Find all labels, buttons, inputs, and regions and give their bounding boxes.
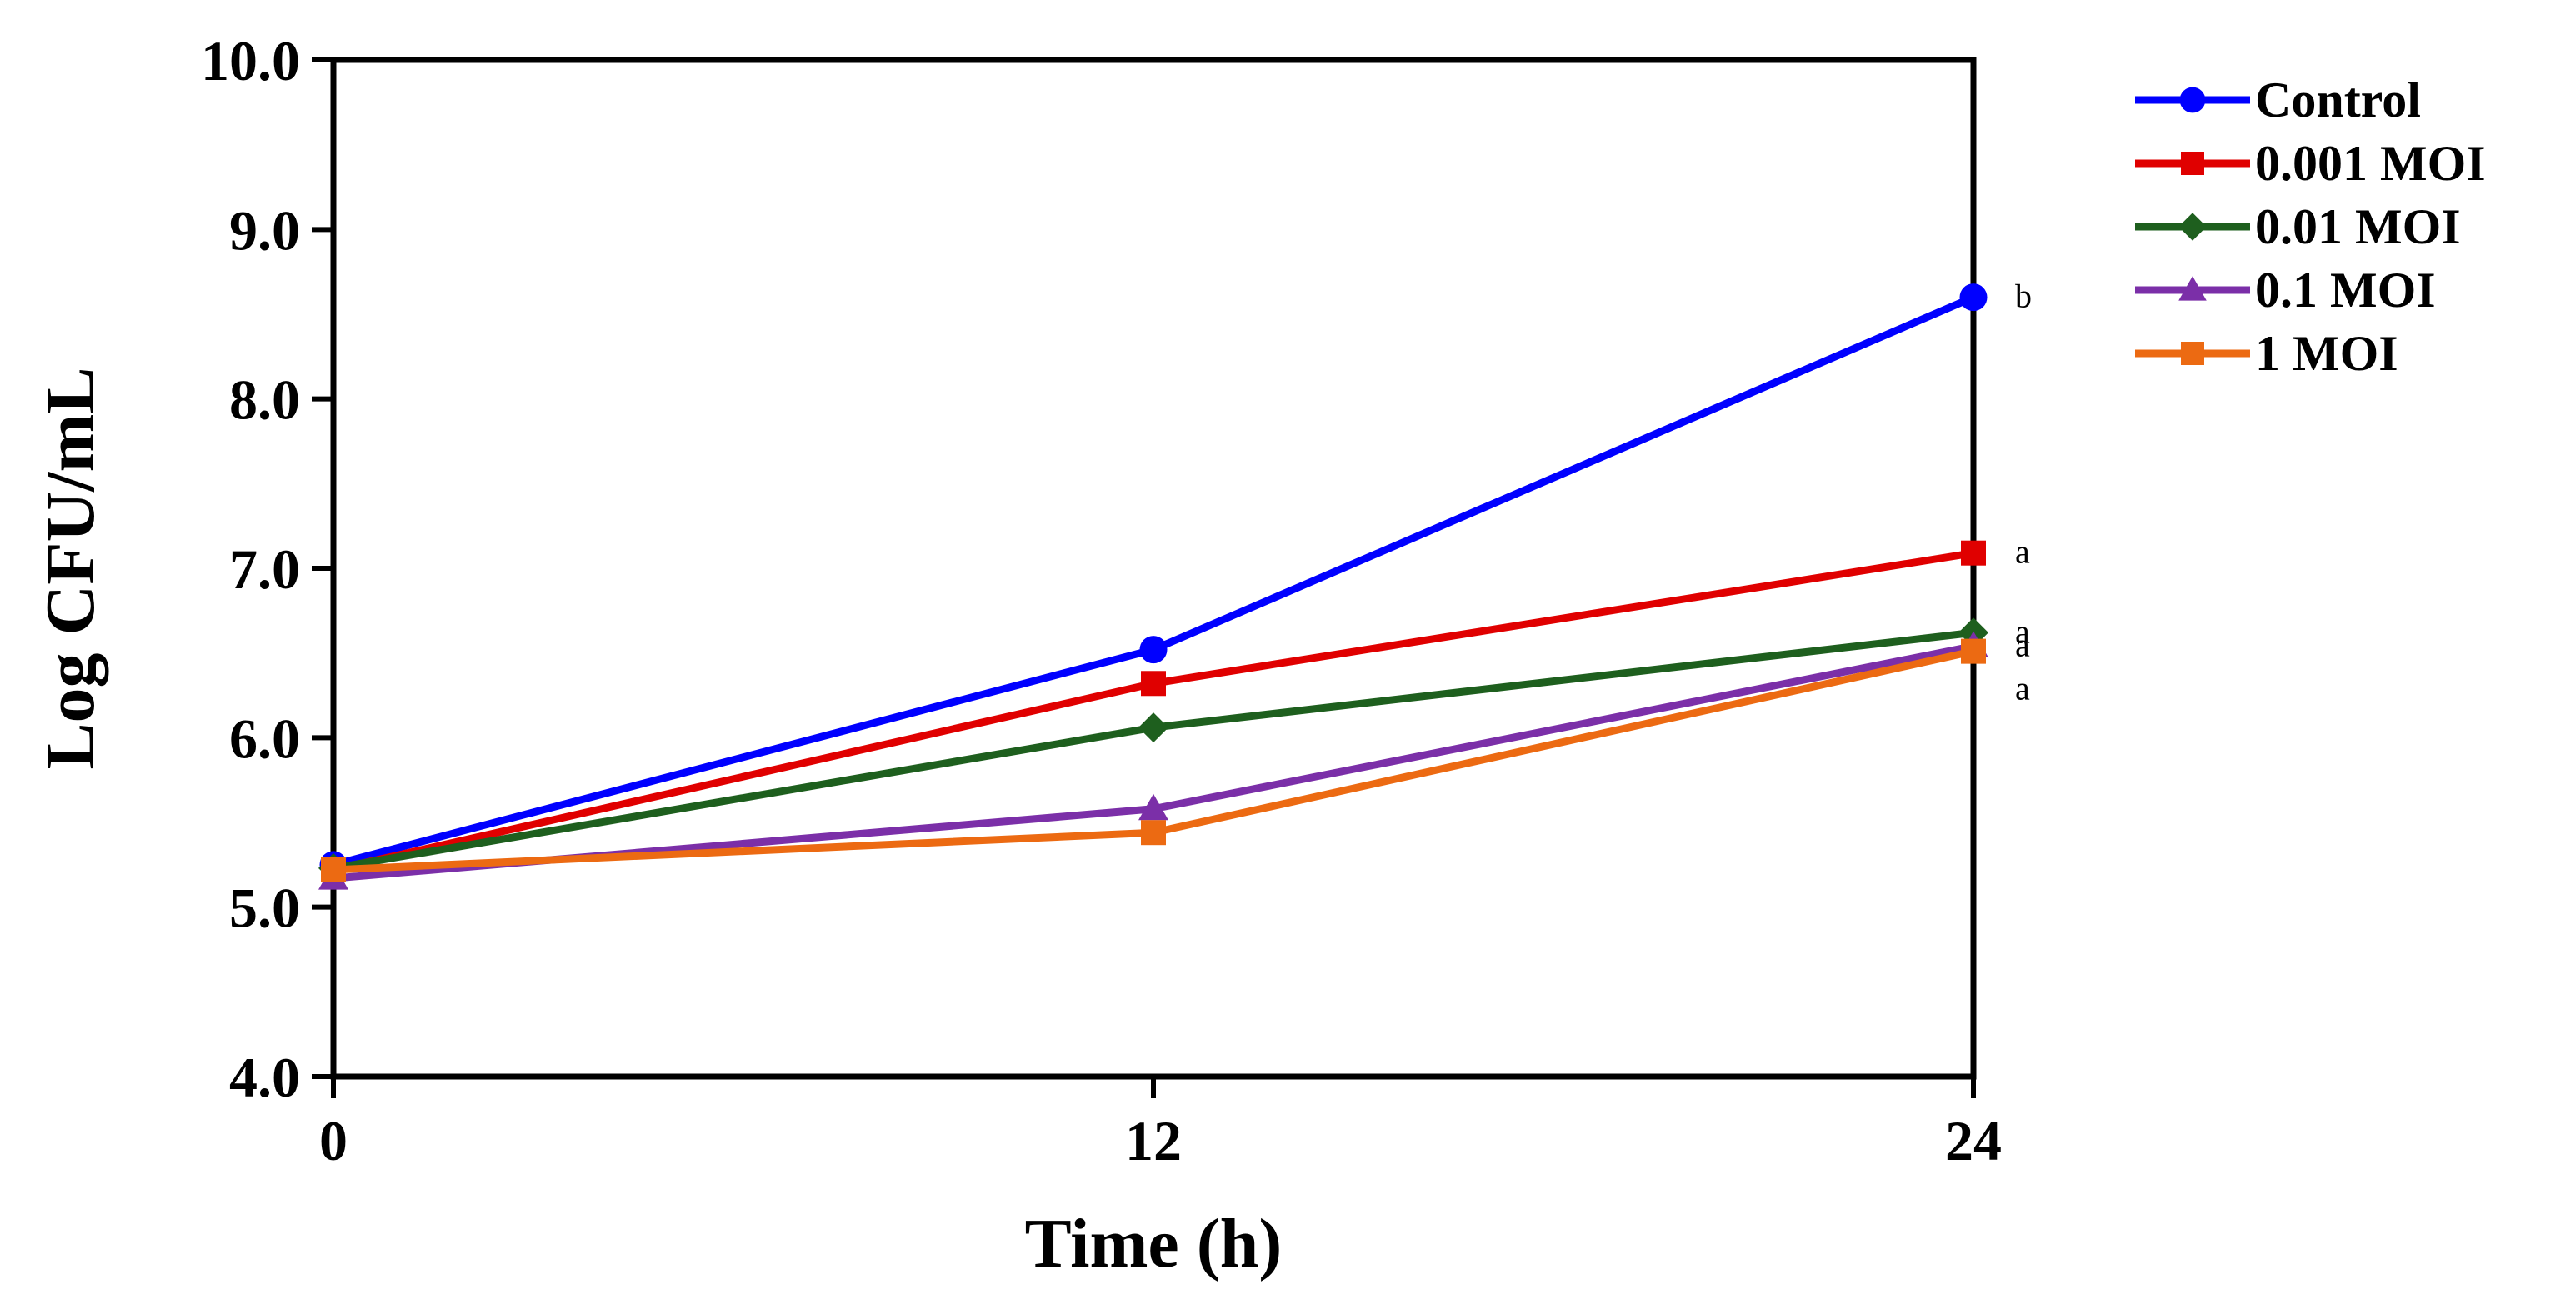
x-axis-title: Time (h) [1025, 1205, 1283, 1282]
significance-annotation: a [2015, 612, 2030, 650]
legend-marker [2178, 212, 2207, 241]
legend: Control 0.001 MOI 0.01 MOI 0.1 MOI 1 MOI [2135, 72, 2486, 381]
y-tick-label: 7.0 [229, 538, 300, 601]
plot-area: 4.0 5.0 6.0 7.0 8.0 9.0 10.0 0 12 24 Time (h) Log C… [32, 29, 2032, 1282]
y-tick-label: 5.0 [229, 877, 300, 940]
legend-label: 0.1 MOI [2255, 262, 2436, 318]
legend-marker [2181, 152, 2204, 175]
data-point [1138, 793, 1168, 821]
legend-marker [2178, 276, 2207, 301]
significance-annotation: b [2015, 278, 2032, 315]
legend-marker [2181, 342, 2204, 365]
significance-annotation: a [2015, 627, 2030, 664]
series-line-0 [332, 293, 1975, 869]
data-point [1961, 540, 1986, 566]
legend-label: Control [2255, 72, 2421, 128]
y-tick-label: 6.0 [229, 707, 300, 770]
y-tick-label: 10.0 [201, 29, 300, 92]
significance-annotation: a [2015, 670, 2030, 708]
plot-frame [330, 57, 1977, 1080]
y-tick-label: 9.0 [229, 198, 300, 262]
legend-label: 0.001 MOI [2255, 136, 2486, 191]
x-tick-label: 0 [319, 1109, 348, 1172]
x-tick-label: 12 [1125, 1109, 1182, 1172]
data-point [1138, 712, 1168, 743]
data-point [1139, 636, 1168, 664]
data-point [321, 857, 346, 882]
legend-label: 0.01 MOI [2255, 199, 2461, 254]
data-point [1141, 820, 1166, 846]
y-axis-title: Log CFU/mL [32, 368, 109, 770]
y-tick-label: 8.0 [229, 368, 300, 432]
legend-label: 1 MOI [2255, 326, 2398, 381]
y-tick-label: 4.0 [229, 1046, 300, 1109]
legend-marker [2179, 87, 2206, 113]
significance-annotation: a [2015, 533, 2030, 571]
x-tick-label: 24 [1945, 1109, 2002, 1172]
data-point [1961, 638, 1986, 664]
data-point [1141, 671, 1166, 697]
data-point [1959, 283, 1988, 312]
